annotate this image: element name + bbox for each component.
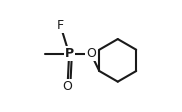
Text: P: P [65, 47, 74, 60]
Text: F: F [57, 19, 64, 32]
Text: O: O [63, 80, 72, 93]
Text: O: O [86, 47, 96, 60]
